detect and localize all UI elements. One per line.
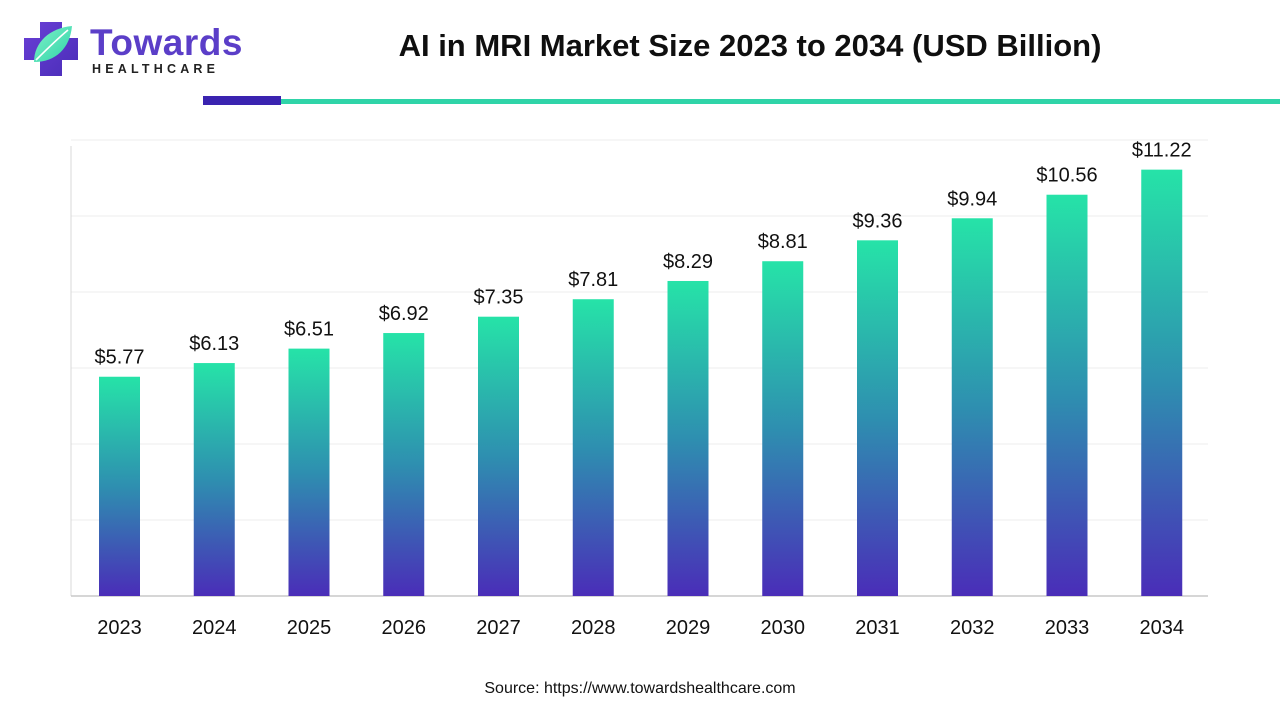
bar-2033: [1046, 194, 1088, 596]
bar-2028: [572, 299, 614, 596]
x-tick-label-2029: 2029: [666, 617, 711, 639]
bar-2026: [383, 333, 425, 596]
logo-subtitle: HEALTHCARE: [92, 62, 220, 76]
x-tick-label-2024: 2024: [192, 617, 237, 639]
medical-cross-leaf-icon: [24, 22, 78, 76]
grid-lines: [71, 139, 1208, 521]
data-label-2027: $7.35: [473, 287, 523, 309]
x-tick-label-2026: 2026: [382, 617, 427, 639]
x-tick-labels: 2023 2024 2025 2026 2027 2028 2029 2030 2031 2032…: [97, 617, 1184, 639]
title-rule: [281, 99, 1280, 104]
bar-2024: [193, 363, 235, 596]
x-tick-label-2027: 2027: [476, 617, 521, 639]
data-label-2029: $8.29: [663, 251, 713, 273]
chart-title: AI in MRI Market Size 2023 to 2034 (USD …: [398, 28, 1102, 63]
data-label-2030: $8.81: [758, 231, 808, 253]
source-note: Source: https://www.towardshealthcare.co…: [484, 680, 796, 697]
bars: [99, 169, 1183, 596]
x-tick-label-2025: 2025: [287, 617, 332, 639]
bar-2023: [99, 376, 140, 596]
bar-2031: [857, 240, 898, 596]
bar-2032: [951, 218, 993, 596]
title-rule-accent: [203, 96, 281, 105]
data-label-2028: $7.81: [568, 269, 618, 291]
bar-2034: [1141, 169, 1183, 596]
bar-2030: [762, 261, 804, 596]
bar-2029: [667, 280, 709, 596]
x-tick-label-2028: 2028: [571, 617, 616, 639]
x-tick-label-2031: 2031: [855, 617, 900, 639]
data-label-2033: $10.56: [1036, 165, 1097, 187]
x-tick-label-2030: 2030: [761, 617, 806, 639]
x-tick-label-2034: 2034: [1140, 617, 1185, 639]
bar-2025: [288, 348, 330, 596]
x-tick-label-2033: 2033: [1045, 617, 1090, 639]
data-label-2034: $11.22: [1132, 140, 1192, 162]
data-label-2024: $6.13: [189, 333, 239, 355]
logo-wordmark: Towards: [90, 22, 243, 63]
x-tick-label-2023: 2023: [97, 617, 142, 639]
x-tick-label-2032: 2032: [950, 617, 995, 639]
data-label-2032: $9.94: [947, 188, 997, 210]
brand-logo: Towards HEALTHCARE: [20, 18, 243, 82]
data-label-2026: $6.92: [379, 303, 429, 325]
data-labels: $5.77 $6.13 $6.51 $6.92 $7.35 $7.81 $8.29 $8.81…: [94, 140, 1191, 369]
axes: [70, 146, 1208, 597]
data-label-2025: $6.51: [284, 319, 334, 341]
data-label-2031: $9.36: [852, 210, 902, 232]
data-label-2023: $5.77: [94, 347, 144, 369]
bar-2027: [478, 316, 519, 596]
